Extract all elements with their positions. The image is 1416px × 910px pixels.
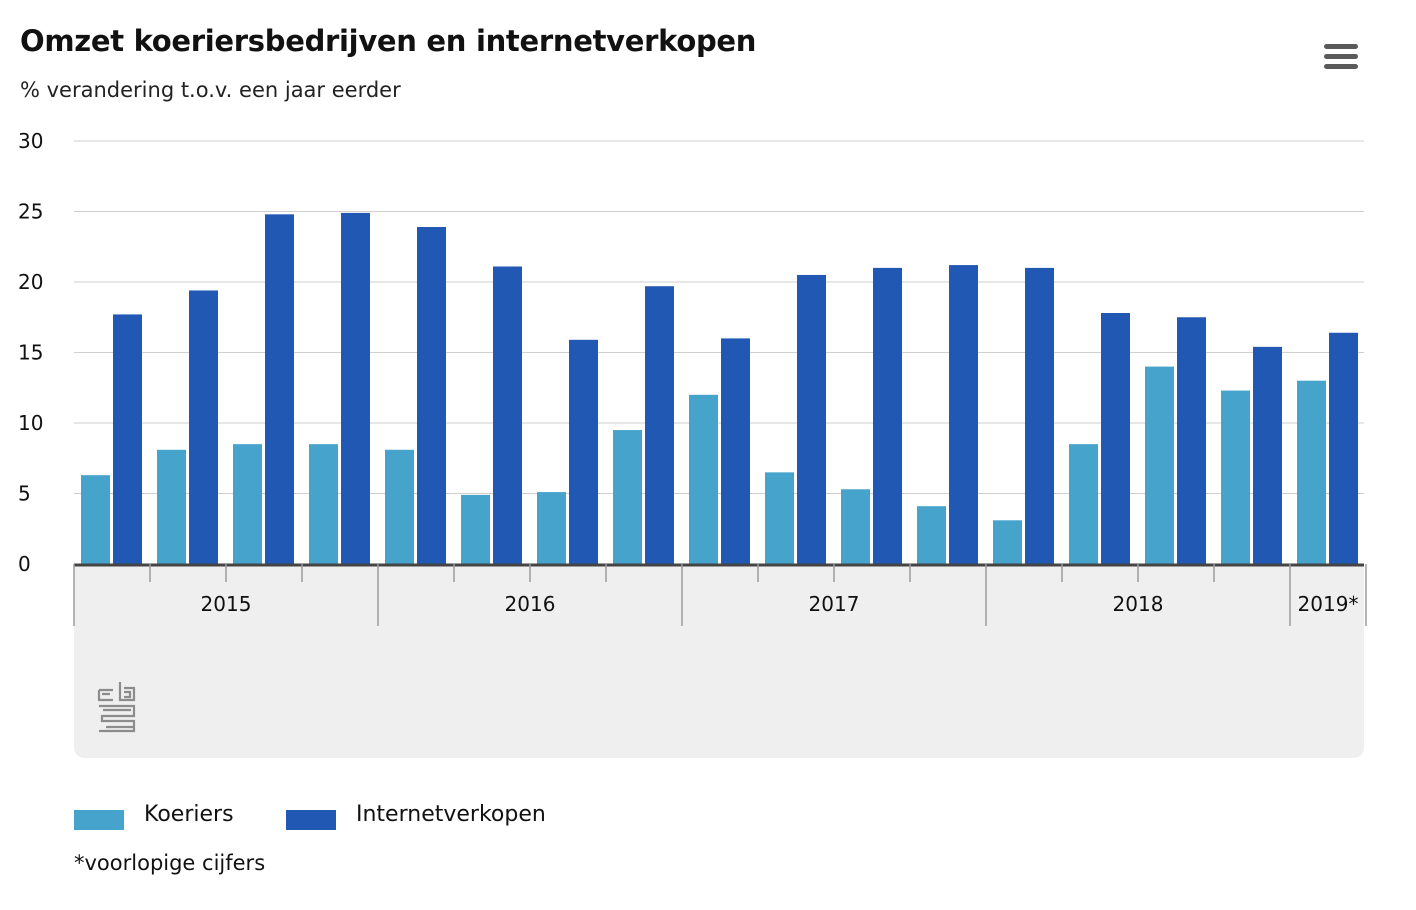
y-tick-label: 30 — [18, 129, 43, 153]
cbs-logo-stroke — [124, 690, 132, 699]
bar-koeriers-4 — [309, 444, 338, 564]
cbs-logo-stroke — [99, 704, 136, 733]
hamburger-menu-icon[interactable] — [1322, 40, 1360, 74]
cbs-logo-stroke — [97, 688, 113, 702]
bar-internetverkopen-12 — [949, 265, 978, 564]
chart-title: Omzet koeriersbedrijven en internetverko… — [20, 24, 757, 58]
bar-internetverkopen-10 — [797, 274, 826, 564]
bar-internetverkopen-7 — [569, 339, 598, 564]
bar-internetverkopen-15 — [1177, 317, 1206, 564]
y-tick-label: 0 — [18, 552, 31, 576]
bar-koeriers-5 — [385, 449, 414, 564]
bar-koeriers-7 — [537, 492, 566, 564]
bar-koeriers-15 — [1145, 366, 1174, 564]
bar-internetverkopen-4 — [341, 212, 370, 564]
bar-internetverkopen-6 — [493, 266, 522, 564]
bar-koeriers-11 — [841, 489, 870, 564]
bar-internetverkopen-11 — [873, 267, 902, 564]
x-year-label: 2016 — [505, 592, 556, 616]
y-tick-label: 25 — [18, 200, 43, 224]
bar-internetverkopen-17 — [1329, 332, 1358, 564]
bar-koeriers-9 — [689, 394, 718, 564]
bar-internetverkopen-2 — [189, 290, 218, 564]
axis-band — [74, 564, 1364, 758]
bar-internetverkopen-8 — [645, 286, 674, 564]
chart-subtitle: % verandering t.o.v. een jaar eerder — [20, 78, 401, 102]
y-tick-label: 10 — [18, 411, 43, 435]
legend-label-internetverkopen: Internetverkopen — [356, 802, 546, 827]
bar-internetverkopen-13 — [1025, 267, 1054, 564]
y-tick-label: 15 — [18, 341, 43, 365]
bar-koeriers-1 — [81, 475, 110, 564]
legend-label-koeriers: Koeriers — [144, 802, 234, 827]
cbs-logo-icon — [97, 682, 136, 733]
bar-koeriers-10 — [765, 472, 794, 564]
x-year-label: 2019* — [1298, 592, 1359, 616]
bar-koeriers-12 — [917, 506, 946, 564]
bar-internetverkopen-5 — [417, 227, 446, 564]
bar-koeriers-13 — [993, 520, 1022, 564]
y-tick-label: 20 — [18, 270, 43, 294]
bar-internetverkopen-9 — [721, 338, 750, 564]
x-year-label: 2015 — [201, 592, 252, 616]
y-tick-label: 5 — [18, 482, 31, 506]
bar-koeriers-14 — [1069, 444, 1098, 564]
legend-swatch-koeriers — [74, 810, 124, 830]
legend-swatch-internetverkopen — [286, 810, 336, 830]
footnote: *voorlopige cijfers — [74, 851, 266, 875]
bar-internetverkopen-3 — [265, 214, 294, 564]
cbs-logo-stroke — [103, 708, 134, 729]
x-year-label: 2017 — [809, 592, 860, 616]
bar-koeriers-16 — [1221, 390, 1250, 564]
x-year-label: 2018 — [1113, 592, 1164, 616]
bar-internetverkopen-1 — [113, 314, 142, 564]
cbs-logo-stroke — [118, 682, 136, 702]
bar-koeriers-3 — [233, 444, 262, 564]
bar-koeriers-2 — [157, 449, 186, 564]
bar-koeriers-6 — [461, 494, 490, 564]
bar-koeriers-8 — [613, 430, 642, 564]
bar-internetverkopen-16 — [1253, 346, 1282, 564]
bar-koeriers-17 — [1297, 380, 1326, 564]
bar-internetverkopen-14 — [1101, 313, 1130, 564]
